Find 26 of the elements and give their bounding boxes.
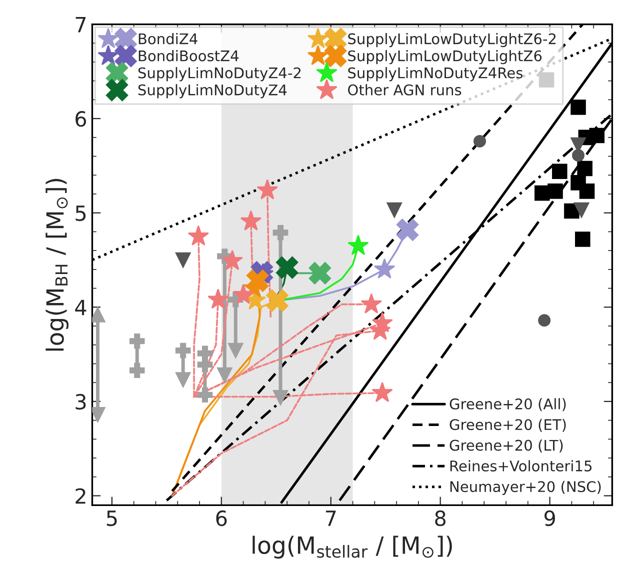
legend-label: SupplyLimNoDutyZ4Res	[348, 67, 523, 82]
y-axis-title: log(M$_{BH}$ / [M$_{⊙}$])	[46, 178, 69, 351]
legend-label: SupplyLimNoDutyZ4	[138, 84, 287, 98]
x-tick-label: 9	[544, 510, 555, 526]
legend-label: Greene+20 (ET)	[450, 418, 566, 432]
legend-label: BondiBoostZ4	[138, 50, 239, 62]
y-tick-label: 5	[76, 206, 86, 222]
legend-label: SupplyLimLowDutyLightZ6	[348, 50, 542, 64]
y-tick-label: 7	[76, 17, 86, 32]
x-axis-title: log(M$_{stellar}$ / [M$_{⊙}$])	[252, 536, 452, 559]
legend-label: Other AGN runs	[348, 84, 462, 96]
legend-label: Greene+20 (All)	[450, 398, 566, 412]
legend-label: SupplyLimLowDutyLightZ6-2	[348, 33, 556, 48]
legend-label: Greene+20 (LT)	[450, 440, 563, 452]
y-tick-label: 4	[75, 300, 86, 316]
legend-label: SupplyLimNoDutyZ4-2	[138, 67, 301, 82]
x-tick-label: 8	[435, 510, 446, 526]
legend-label: BondiZ4	[138, 33, 198, 44]
x-tick-label: 7	[326, 510, 336, 526]
y-tick-label: 2	[76, 488, 86, 504]
y-tick-label: 3	[76, 394, 86, 410]
y-tick-label: 6	[76, 111, 86, 127]
x-tick-label: 5	[106, 510, 117, 526]
x-tick-label: 6	[216, 510, 227, 526]
legend-label: Neumayer+20 (NSC)	[450, 480, 601, 495]
legend-label: Reines+Volonteri15	[450, 460, 592, 472]
